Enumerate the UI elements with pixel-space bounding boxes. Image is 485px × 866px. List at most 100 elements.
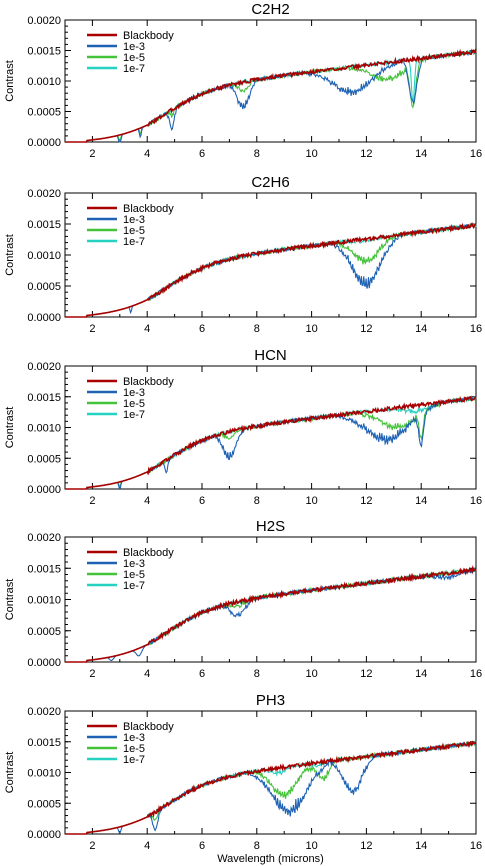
chart-panel: PH3 Contrast 0.0000 0.0005 0.0010 0.0015 0.002…	[4, 692, 482, 852]
y-tick-label: 0.0010	[27, 595, 61, 607]
legend-label: 1e-5	[123, 569, 145, 581]
x-tick-label: 2	[89, 495, 95, 507]
legend-label: 1e-5	[123, 52, 145, 64]
x-tick-label: 16	[470, 323, 482, 335]
x-tick-label: 14	[415, 495, 427, 507]
y-tick-label: 0.0010	[27, 423, 61, 435]
legend-label: 1e-3	[123, 41, 145, 53]
x-tick-label: 6	[199, 668, 205, 680]
x-tick-label: 2	[89, 148, 95, 160]
y-axis-label: Contrast	[4, 234, 16, 276]
legend-label: 1e-5	[123, 743, 145, 755]
x-tick-label: 16	[470, 148, 482, 160]
legend-label: Blackbody	[123, 721, 174, 733]
x-tick-label: 12	[360, 840, 372, 852]
y-axis-label: Contrast	[4, 579, 16, 621]
y-tick-label: 0.0010	[27, 250, 61, 262]
x-tick-label: 4	[144, 840, 150, 852]
x-tick-label: 6	[199, 840, 205, 852]
y-tick-label: 0.0020	[27, 532, 61, 544]
legend-label: 1e-5	[123, 225, 145, 237]
x-tick-label: 14	[415, 840, 427, 852]
series-line	[65, 740, 477, 835]
chart-panel: C2H2 Contrast 0.0000 0.0005 0.0010 0.0015 0.00…	[4, 1, 482, 160]
x-tick-label: 14	[415, 323, 427, 335]
y-tick-label: 0.0005	[27, 798, 61, 810]
series-line	[65, 564, 477, 663]
x-tick-label: 10	[305, 495, 317, 507]
chart-panel: C2H6 Contrast 0.0000 0.0005 0.0010 0.0015 0.00…	[4, 174, 482, 335]
legend-label: 1e-3	[123, 214, 145, 226]
chart-title: HCN	[254, 347, 287, 364]
chart-panel: HCN Contrast 0.0000 0.0005 0.0010 0.0015 0.002…	[4, 347, 482, 507]
x-axis-label: Wavelength (microns)	[217, 853, 324, 865]
legend-label: 1e-7	[123, 580, 145, 592]
x-tick-label: 10	[305, 668, 317, 680]
y-tick-label: 0.0005	[27, 626, 61, 638]
x-tick-label: 10	[305, 148, 317, 160]
y-tick-label: 0.0000	[27, 312, 61, 324]
x-tick-label: 4	[144, 495, 150, 507]
chart-panel: H2S Contrast 0.0000 0.0005 0.0010 0.0015 0.002…	[4, 518, 482, 680]
y-tick-label: 0.0020	[27, 15, 61, 27]
x-tick-label: 14	[415, 668, 427, 680]
series-line	[65, 48, 477, 143]
legend-label: Blackbody	[123, 376, 174, 388]
x-tick-label: 6	[199, 148, 205, 160]
y-axis-label: Contrast	[4, 60, 16, 102]
x-tick-label: 12	[360, 668, 372, 680]
legend-label: 1e-7	[123, 236, 145, 248]
legend-label: 1e-3	[123, 387, 145, 399]
x-tick-label: 8	[254, 148, 260, 160]
x-tick-label: 8	[254, 668, 260, 680]
y-axis-label: Contrast	[4, 752, 16, 794]
y-tick-label: 0.0010	[27, 768, 61, 780]
x-tick-label: 16	[470, 668, 482, 680]
x-tick-label: 2	[89, 840, 95, 852]
x-tick-label: 4	[144, 323, 150, 335]
y-tick-label: 0.0000	[27, 137, 61, 149]
x-tick-label: 8	[254, 840, 260, 852]
y-tick-label: 0.0020	[27, 706, 61, 718]
chart-title: H2S	[256, 518, 285, 535]
y-tick-label: 0.0020	[27, 188, 61, 200]
y-tick-label: 0.0005	[27, 281, 61, 293]
x-tick-label: 2	[89, 323, 95, 335]
y-tick-label: 0.0015	[27, 219, 61, 231]
legend-label: 1e-3	[123, 732, 145, 744]
x-tick-label: 14	[415, 148, 427, 160]
x-tick-label: 2	[89, 668, 95, 680]
y-tick-label: 0.0000	[27, 484, 61, 496]
y-tick-label: 0.0015	[27, 392, 61, 404]
y-tick-label: 0.0000	[27, 657, 61, 669]
legend-label: 1e-7	[123, 754, 145, 766]
x-tick-label: 4	[144, 668, 150, 680]
x-tick-label: 4	[144, 148, 150, 160]
y-tick-label: 0.0015	[27, 46, 61, 58]
y-tick-label: 0.0020	[27, 361, 61, 373]
y-tick-label: 0.0005	[27, 453, 61, 465]
series-line	[65, 221, 477, 318]
series-line	[65, 396, 477, 490]
x-tick-label: 10	[305, 840, 317, 852]
legend-label: Blackbody	[123, 203, 174, 215]
x-tick-label: 12	[360, 323, 372, 335]
y-tick-label: 0.0015	[27, 563, 61, 575]
x-tick-label: 6	[199, 495, 205, 507]
legend-label: 1e-7	[123, 63, 145, 75]
x-tick-label: 12	[360, 148, 372, 160]
legend-label: 1e-5	[123, 398, 145, 410]
chart-title: PH3	[256, 692, 285, 709]
y-tick-label: 0.0015	[27, 737, 61, 749]
x-tick-label: 8	[254, 495, 260, 507]
chart-title: C2H2	[251, 1, 289, 18]
y-tick-label: 0.0005	[27, 107, 61, 119]
x-tick-label: 10	[305, 323, 317, 335]
y-tick-label: 0.0000	[27, 829, 61, 841]
x-tick-label: 16	[470, 840, 482, 852]
legend-label: Blackbody	[123, 30, 174, 42]
legend-label: 1e-7	[123, 409, 145, 421]
legend-label: Blackbody	[123, 547, 174, 559]
y-tick-label: 0.0010	[27, 76, 61, 88]
